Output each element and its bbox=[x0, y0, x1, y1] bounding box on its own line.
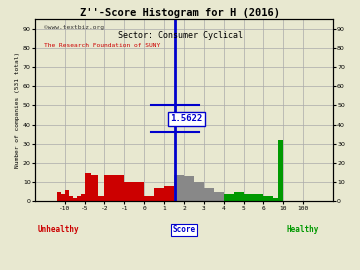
Bar bbox=[77, 196, 81, 201]
Bar bbox=[124, 182, 144, 201]
Bar bbox=[104, 175, 124, 201]
Bar bbox=[73, 198, 77, 201]
Bar bbox=[194, 182, 204, 201]
Bar bbox=[278, 140, 283, 201]
Bar bbox=[266, 196, 268, 201]
Bar bbox=[144, 196, 154, 201]
Bar bbox=[253, 194, 264, 201]
Bar bbox=[271, 196, 273, 201]
Bar bbox=[85, 173, 91, 201]
Y-axis label: Number of companies (531 total): Number of companies (531 total) bbox=[15, 52, 20, 168]
Bar bbox=[264, 196, 266, 201]
Bar bbox=[91, 175, 98, 201]
Bar bbox=[268, 196, 271, 201]
Bar bbox=[224, 194, 234, 201]
Text: Z''-Score Histogram for H (2016): Z''-Score Histogram for H (2016) bbox=[80, 8, 280, 18]
Text: Unhealthy: Unhealthy bbox=[38, 225, 80, 234]
Bar bbox=[60, 194, 65, 201]
Bar bbox=[164, 186, 174, 201]
Bar bbox=[234, 192, 243, 201]
Bar bbox=[154, 188, 164, 201]
Bar bbox=[174, 175, 184, 201]
Bar bbox=[276, 198, 278, 201]
Text: 1.5622: 1.5622 bbox=[170, 114, 202, 123]
Bar bbox=[81, 194, 85, 201]
Bar bbox=[273, 198, 276, 201]
Bar bbox=[184, 177, 194, 201]
Bar bbox=[214, 192, 224, 201]
Text: Sector: Consumer Cyclical: Sector: Consumer Cyclical bbox=[117, 31, 243, 40]
Bar bbox=[65, 190, 69, 201]
Text: Healthy: Healthy bbox=[287, 225, 319, 234]
Text: The Research Foundation of SUNY: The Research Foundation of SUNY bbox=[44, 43, 160, 48]
Bar bbox=[204, 188, 214, 201]
Text: ©www.textbiz.org: ©www.textbiz.org bbox=[44, 25, 104, 29]
Bar bbox=[243, 194, 253, 201]
Text: Score: Score bbox=[172, 225, 195, 234]
Bar bbox=[98, 196, 104, 201]
Bar bbox=[69, 196, 73, 201]
Bar bbox=[57, 192, 60, 201]
